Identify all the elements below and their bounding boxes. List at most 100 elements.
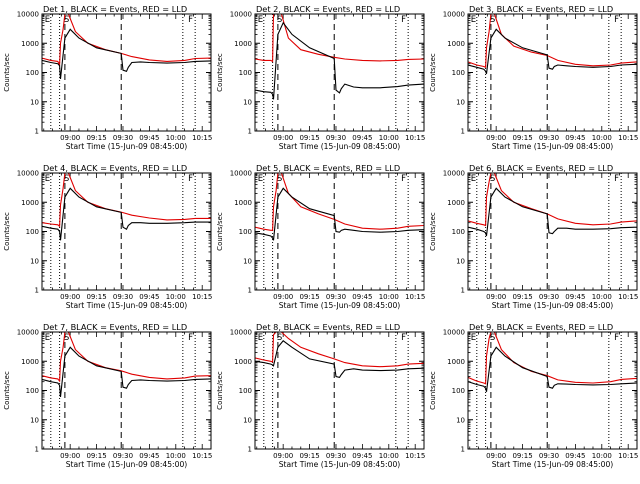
x-tick-label: 09:45 (352, 452, 372, 460)
chart-panel-det-2: Det 2, BLACK = Events, RED = LLD Counts/s… (216, 4, 425, 151)
lld-series-line (468, 332, 637, 385)
chart-panel-det-3: Det 3, BLACK = Events, RED = LLD Counts/s… (429, 4, 638, 151)
y-axis-label: Counts/sec (3, 212, 11, 251)
y-tick-label: 100 (26, 387, 39, 395)
y-tick-label: 10000 (230, 329, 252, 337)
x-tick-label: 09:30 (539, 134, 559, 142)
x-axis-label: Start Time (15-Jun-09 08:45:00) (66, 460, 188, 469)
y-tick-label: 1000 (234, 40, 252, 48)
x-axis-label: Start Time (15-Jun-09 08:45:00) (492, 460, 614, 469)
y-tick-label: 1 (248, 128, 252, 136)
x-tick-label: 09:45 (352, 293, 372, 301)
x-tick-label: 09:00 (273, 134, 293, 142)
y-axis-label: Counts/sec (429, 53, 437, 92)
y-tick-label: 1 (461, 446, 465, 454)
x-tick-label: 10:00 (379, 452, 399, 460)
x-tick-label: 09:45 (565, 134, 585, 142)
lld-series-line (42, 14, 211, 66)
x-axis-label: Start Time (15-Jun-09 08:45:00) (492, 301, 614, 310)
chart-title: Det 9, BLACK = Events, RED = LLD (469, 322, 613, 332)
marker-f-label: F (401, 333, 406, 343)
x-tick-label: 10:15 (618, 134, 638, 142)
marker-s-label: S (490, 15, 495, 25)
x-tick-label: 09:30 (539, 293, 559, 301)
y-tick-label: 100 (239, 228, 252, 236)
x-tick-label: 09:30 (113, 134, 133, 142)
y-axis-label: Counts/sec (216, 212, 224, 251)
plot-frame (467, 172, 638, 291)
chart-title: Det 6, BLACK = Events, RED = LLD (469, 163, 613, 173)
y-tick-label: 10 (243, 257, 252, 265)
x-tick-label: 09:30 (113, 293, 133, 301)
chart-title: Det 7, BLACK = Events, RED = LLD (43, 322, 187, 332)
x-tick-label: 10:15 (405, 452, 425, 460)
marker-s-label: S (64, 174, 69, 184)
x-tick-label: 09:45 (139, 134, 159, 142)
y-tick-label: 10000 (230, 170, 252, 178)
chart-title: Det 2, BLACK = Events, RED = LLD (256, 4, 400, 14)
lld-series-line (255, 332, 424, 368)
y-tick-label: 10000 (443, 11, 465, 19)
plot-frame (254, 172, 425, 291)
x-tick-label: 09:15 (299, 134, 319, 142)
events-series-line (42, 346, 211, 398)
x-tick-label: 09:15 (512, 452, 532, 460)
events-series-line (255, 340, 424, 379)
lld-series-line (42, 173, 211, 228)
plot-frame (41, 172, 212, 291)
plot-frame (467, 331, 638, 450)
x-tick-label: 09:15 (512, 293, 532, 301)
y-tick-label: 10 (30, 416, 39, 424)
y-tick-label: 1 (35, 128, 39, 136)
x-tick-label: 09:30 (326, 452, 346, 460)
plot-frame (254, 331, 425, 450)
lld-series-line (468, 14, 637, 69)
chart-panel-det-9: Det 9, BLACK = Events, RED = LLD Counts/s… (429, 322, 638, 469)
y-tick-label: 1 (248, 287, 252, 295)
y-tick-label: 10000 (443, 329, 465, 337)
y-tick-label: 100 (239, 69, 252, 77)
x-tick-label: 09:15 (299, 452, 319, 460)
y-tick-label: 100 (452, 228, 465, 236)
x-tick-label: 09:15 (86, 293, 106, 301)
chart-panel-det-1: Det 1, BLACK = Events, RED = LLD Counts/s… (3, 4, 212, 151)
events-series-line (42, 28, 211, 80)
x-tick-label: 10:15 (405, 293, 425, 301)
y-tick-label: 10000 (443, 170, 465, 178)
y-tick-label: 10 (243, 416, 252, 424)
y-tick-label: 100 (452, 387, 465, 395)
x-tick-label: 09:45 (352, 134, 372, 142)
x-tick-label: 09:00 (60, 134, 80, 142)
x-tick-label: 09:15 (512, 134, 532, 142)
y-tick-label: 1000 (21, 199, 39, 207)
y-tick-label: 1 (248, 446, 252, 454)
x-tick-label: 10:15 (405, 134, 425, 142)
marker-f-label: F (401, 174, 406, 184)
y-axis-label: Counts/sec (216, 53, 224, 92)
y-tick-label: 1000 (447, 40, 465, 48)
marker-e-label: E (471, 333, 476, 343)
y-tick-label: 1000 (21, 40, 39, 48)
chart-title: Det 1, BLACK = Events, RED = LLD (43, 4, 187, 14)
y-tick-label: 1000 (234, 199, 252, 207)
marker-f-label: F (614, 174, 619, 184)
x-tick-label: 10:15 (618, 293, 638, 301)
events-series-line (255, 187, 424, 241)
marker-s-label: S (64, 333, 69, 343)
y-axis-label: Counts/sec (429, 371, 437, 410)
chart-panel-det-8: Det 8, BLACK = Events, RED = LLD Counts/s… (216, 322, 425, 469)
marker-f-label: F (188, 333, 193, 343)
x-tick-label: 10:00 (166, 293, 186, 301)
marker-f-label: F (188, 15, 193, 25)
y-axis-label: Counts/sec (3, 53, 11, 92)
marker-s-label: S (64, 15, 69, 25)
y-tick-label: 1 (35, 446, 39, 454)
events-series-line (468, 346, 637, 392)
y-tick-label: 100 (26, 228, 39, 236)
y-tick-label: 10 (456, 98, 465, 106)
x-tick-label: 10:15 (192, 293, 212, 301)
x-axis-label: Start Time (15-Jun-09 08:45:00) (279, 142, 401, 151)
chart-title: Det 8, BLACK = Events, RED = LLD (256, 322, 400, 332)
